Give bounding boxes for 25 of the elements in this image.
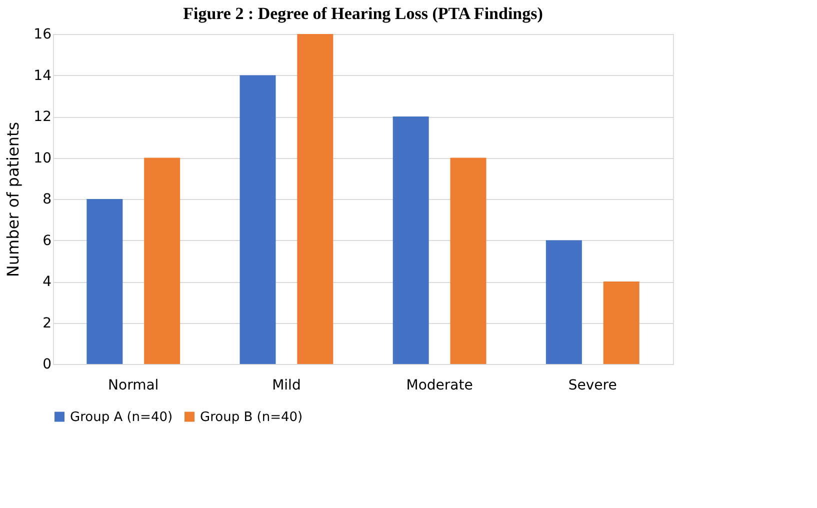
y-tick-label: 2: [42, 315, 52, 332]
bar: [297, 34, 334, 364]
y-axis-title: Number of patients: [4, 122, 23, 278]
y-tick-label: 14: [34, 68, 52, 84]
x-tick-label: Mild: [272, 378, 301, 394]
chart-title: Figure 2 : Degree of Hearing Loss (PTA Findings): [183, 4, 543, 23]
x-tick-label: Severe: [568, 378, 617, 394]
bar: [450, 158, 486, 364]
x-tick-label: Moderate: [406, 378, 473, 394]
legend-label: Group B (n=40): [200, 410, 303, 425]
y-tick-label: 6: [42, 232, 52, 249]
bar: [546, 240, 582, 364]
bar: [392, 116, 429, 364]
y-tick-label: 4: [42, 274, 52, 290]
y-tick-label: 8: [42, 192, 52, 208]
bar: [240, 75, 276, 364]
bar: [86, 199, 123, 364]
y-tick-label: 0: [42, 356, 52, 372]
x-tick-label: Normal: [108, 378, 159, 394]
bar: [603, 282, 640, 364]
y-tick-label: 10: [34, 150, 52, 166]
legend-label: Group A (n=40): [70, 410, 173, 425]
y-tick-label: 12: [34, 109, 52, 125]
bar: [144, 158, 180, 364]
y-tick-label: 16: [34, 26, 52, 42]
